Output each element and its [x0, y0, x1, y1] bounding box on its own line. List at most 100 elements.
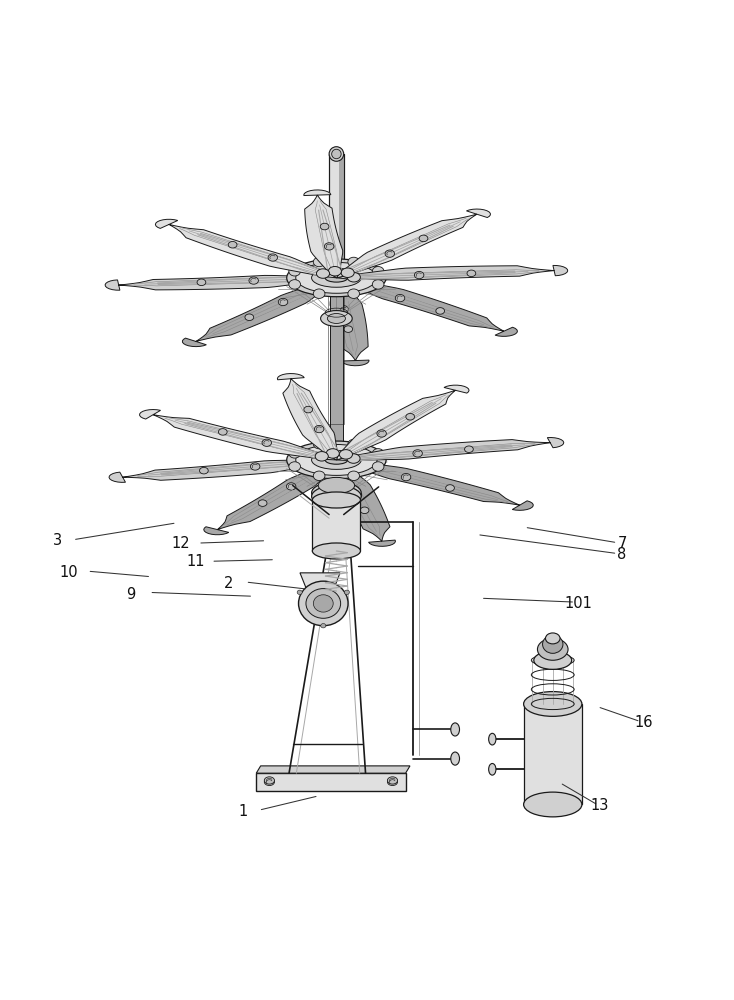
- Text: 16: 16: [635, 715, 653, 730]
- Ellipse shape: [328, 266, 341, 276]
- Ellipse shape: [401, 473, 411, 481]
- Ellipse shape: [287, 441, 386, 479]
- Ellipse shape: [324, 243, 334, 250]
- Ellipse shape: [331, 280, 344, 289]
- Ellipse shape: [339, 306, 349, 313]
- Ellipse shape: [313, 289, 325, 298]
- Ellipse shape: [360, 507, 369, 514]
- Ellipse shape: [313, 543, 360, 559]
- Ellipse shape: [388, 777, 398, 784]
- Ellipse shape: [319, 477, 355, 493]
- Ellipse shape: [289, 462, 300, 471]
- Ellipse shape: [321, 311, 352, 326]
- Ellipse shape: [219, 429, 227, 435]
- Ellipse shape: [299, 581, 348, 626]
- Ellipse shape: [372, 267, 384, 276]
- Ellipse shape: [321, 624, 326, 628]
- Polygon shape: [204, 460, 336, 535]
- Ellipse shape: [313, 471, 325, 481]
- Ellipse shape: [542, 635, 563, 653]
- Polygon shape: [277, 374, 338, 460]
- Ellipse shape: [296, 262, 377, 293]
- Ellipse shape: [264, 777, 275, 784]
- Ellipse shape: [315, 452, 328, 461]
- Ellipse shape: [451, 723, 459, 736]
- Polygon shape: [183, 278, 336, 347]
- Polygon shape: [313, 500, 360, 551]
- Ellipse shape: [268, 254, 277, 261]
- Text: 13: 13: [591, 798, 609, 813]
- Text: 11: 11: [186, 554, 205, 569]
- Ellipse shape: [348, 471, 360, 481]
- Polygon shape: [336, 265, 567, 280]
- Polygon shape: [109, 459, 336, 482]
- Ellipse shape: [333, 462, 346, 471]
- Ellipse shape: [446, 485, 454, 491]
- Text: 7: 7: [617, 536, 627, 551]
- Text: 101: 101: [564, 596, 592, 611]
- Ellipse shape: [419, 235, 428, 242]
- Ellipse shape: [348, 289, 360, 298]
- Ellipse shape: [534, 651, 572, 669]
- Polygon shape: [304, 190, 343, 278]
- Ellipse shape: [313, 595, 333, 612]
- Ellipse shape: [200, 467, 208, 474]
- Polygon shape: [105, 275, 336, 290]
- Ellipse shape: [388, 778, 398, 786]
- Ellipse shape: [344, 326, 352, 332]
- Text: 12: 12: [172, 536, 191, 551]
- Text: 8: 8: [617, 547, 627, 562]
- Ellipse shape: [537, 638, 568, 660]
- Ellipse shape: [313, 257, 325, 267]
- Polygon shape: [139, 410, 336, 460]
- Ellipse shape: [329, 147, 344, 161]
- Ellipse shape: [316, 269, 330, 278]
- Ellipse shape: [313, 439, 325, 449]
- Ellipse shape: [325, 274, 348, 282]
- Ellipse shape: [258, 500, 267, 506]
- Ellipse shape: [312, 482, 361, 504]
- Ellipse shape: [297, 590, 302, 594]
- Polygon shape: [336, 438, 564, 460]
- Ellipse shape: [325, 456, 348, 464]
- Text: 3: 3: [53, 533, 62, 548]
- Ellipse shape: [312, 485, 361, 507]
- Polygon shape: [330, 278, 369, 366]
- Polygon shape: [256, 766, 410, 773]
- Polygon shape: [312, 493, 361, 496]
- Ellipse shape: [311, 450, 361, 469]
- Polygon shape: [336, 278, 517, 336]
- Ellipse shape: [523, 692, 582, 716]
- Polygon shape: [329, 154, 344, 278]
- Ellipse shape: [304, 406, 313, 413]
- Text: 1: 1: [239, 804, 248, 819]
- Ellipse shape: [313, 274, 326, 283]
- Ellipse shape: [278, 298, 288, 306]
- Ellipse shape: [320, 223, 329, 230]
- Ellipse shape: [489, 763, 496, 775]
- Ellipse shape: [262, 439, 272, 446]
- Polygon shape: [300, 573, 340, 624]
- Ellipse shape: [289, 449, 300, 458]
- Ellipse shape: [197, 279, 206, 286]
- Ellipse shape: [467, 270, 476, 277]
- Ellipse shape: [327, 314, 346, 323]
- Polygon shape: [336, 209, 490, 278]
- Ellipse shape: [348, 257, 360, 267]
- Ellipse shape: [436, 308, 445, 314]
- Ellipse shape: [289, 280, 300, 289]
- Ellipse shape: [489, 733, 496, 745]
- Ellipse shape: [286, 483, 296, 490]
- Ellipse shape: [344, 277, 356, 287]
- Ellipse shape: [327, 496, 346, 506]
- Ellipse shape: [344, 459, 357, 468]
- Ellipse shape: [306, 589, 341, 618]
- Text: 9: 9: [126, 587, 135, 602]
- Ellipse shape: [311, 268, 361, 287]
- Ellipse shape: [289, 267, 300, 276]
- Ellipse shape: [264, 778, 275, 786]
- Ellipse shape: [296, 444, 377, 475]
- Polygon shape: [336, 460, 533, 510]
- Polygon shape: [336, 385, 469, 460]
- Ellipse shape: [465, 446, 473, 453]
